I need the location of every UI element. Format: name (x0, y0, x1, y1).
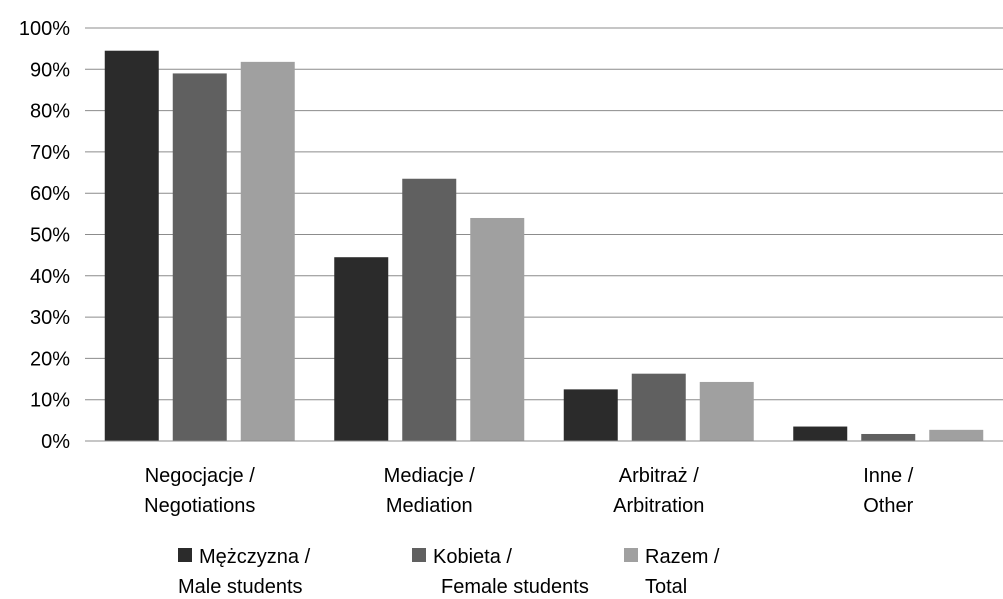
y-tick-label: 0% (41, 431, 70, 453)
y-tick-label: 60% (30, 183, 70, 205)
bar (793, 426, 848, 441)
legend-label: Male students (178, 576, 303, 598)
bar (861, 433, 916, 441)
x-category-label: Other (863, 495, 913, 517)
legend: Mężczyzna / Male students Kobieta / Female … (178, 546, 720, 598)
y-tick-label: 50% (30, 225, 70, 247)
bar (172, 73, 227, 442)
bar (240, 61, 295, 442)
x-category-label: Mediacje / (384, 465, 476, 487)
bar (929, 429, 984, 441)
bar (402, 178, 457, 441)
legend-label: Mężczyzna / (199, 546, 311, 568)
y-tick-label: 40% (30, 266, 70, 288)
y-tick-label: 20% (30, 348, 70, 370)
x-category-label: Mediation (386, 495, 473, 517)
legend-label: Razem / (645, 546, 720, 568)
bar (563, 389, 618, 441)
y-axis-tick-labels: 0% 10% 20% 30% 40% 50% 60% 70% 80% 90% 100% (19, 18, 70, 453)
x-category-label: Negocjacje / (145, 465, 256, 487)
legend-label: Kobieta / (433, 546, 512, 568)
x-category-label: Arbitration (613, 495, 704, 517)
legend-swatch (178, 548, 192, 562)
y-tick-label: 10% (30, 390, 70, 412)
y-tick-label: 100% (19, 18, 70, 40)
bar (334, 257, 389, 441)
gridlines (85, 27, 1003, 401)
x-category-label: Arbitraż / (619, 465, 699, 487)
legend-swatch (624, 548, 638, 562)
legend-label: Total (645, 576, 687, 598)
bar (699, 381, 754, 441)
y-tick-label: 70% (30, 142, 70, 164)
bar (631, 373, 686, 441)
bar (104, 50, 159, 442)
legend-label: Female students (441, 576, 589, 598)
y-tick-label: 30% (30, 307, 70, 329)
x-category-label: Negotiations (144, 495, 255, 517)
y-tick-label: 80% (30, 101, 70, 123)
x-category-label: Inne / (863, 465, 913, 487)
x-axis-category-labels: Negocjacje / Negotiations Mediacje / Mediat… (144, 465, 914, 517)
bar (470, 217, 525, 441)
y-tick-label: 90% (30, 59, 70, 81)
legend-swatch (412, 548, 426, 562)
bars (104, 50, 984, 442)
